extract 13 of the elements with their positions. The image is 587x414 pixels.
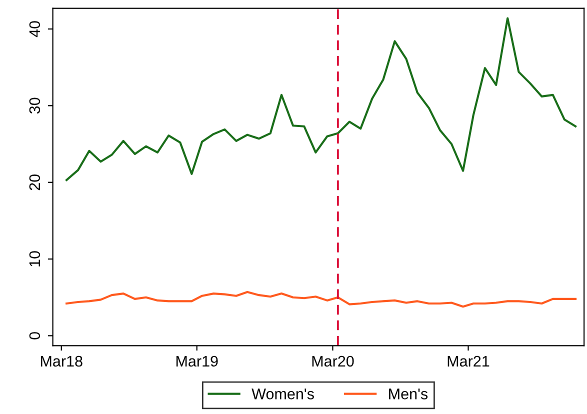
legend-label: Women's — [252, 388, 314, 400]
legend-label: Men's — [389, 388, 428, 400]
line-series — [66, 290, 577, 308]
line-series — [66, 17, 577, 182]
y-tick-label: 10 — [29, 251, 40, 266]
x-tick-label: Mar18 — [40, 356, 82, 367]
x-tick-label: Mar19 — [176, 356, 218, 367]
x-tick-label: Mar20 — [312, 356, 354, 367]
y-tick-label: 20 — [29, 174, 40, 190]
y-tick-label: 40 — [29, 21, 40, 38]
y-tick-label: 30 — [29, 98, 40, 114]
x-tick-label: Mar21 — [448, 356, 490, 367]
y-tick-label: 0 — [29, 332, 40, 340]
